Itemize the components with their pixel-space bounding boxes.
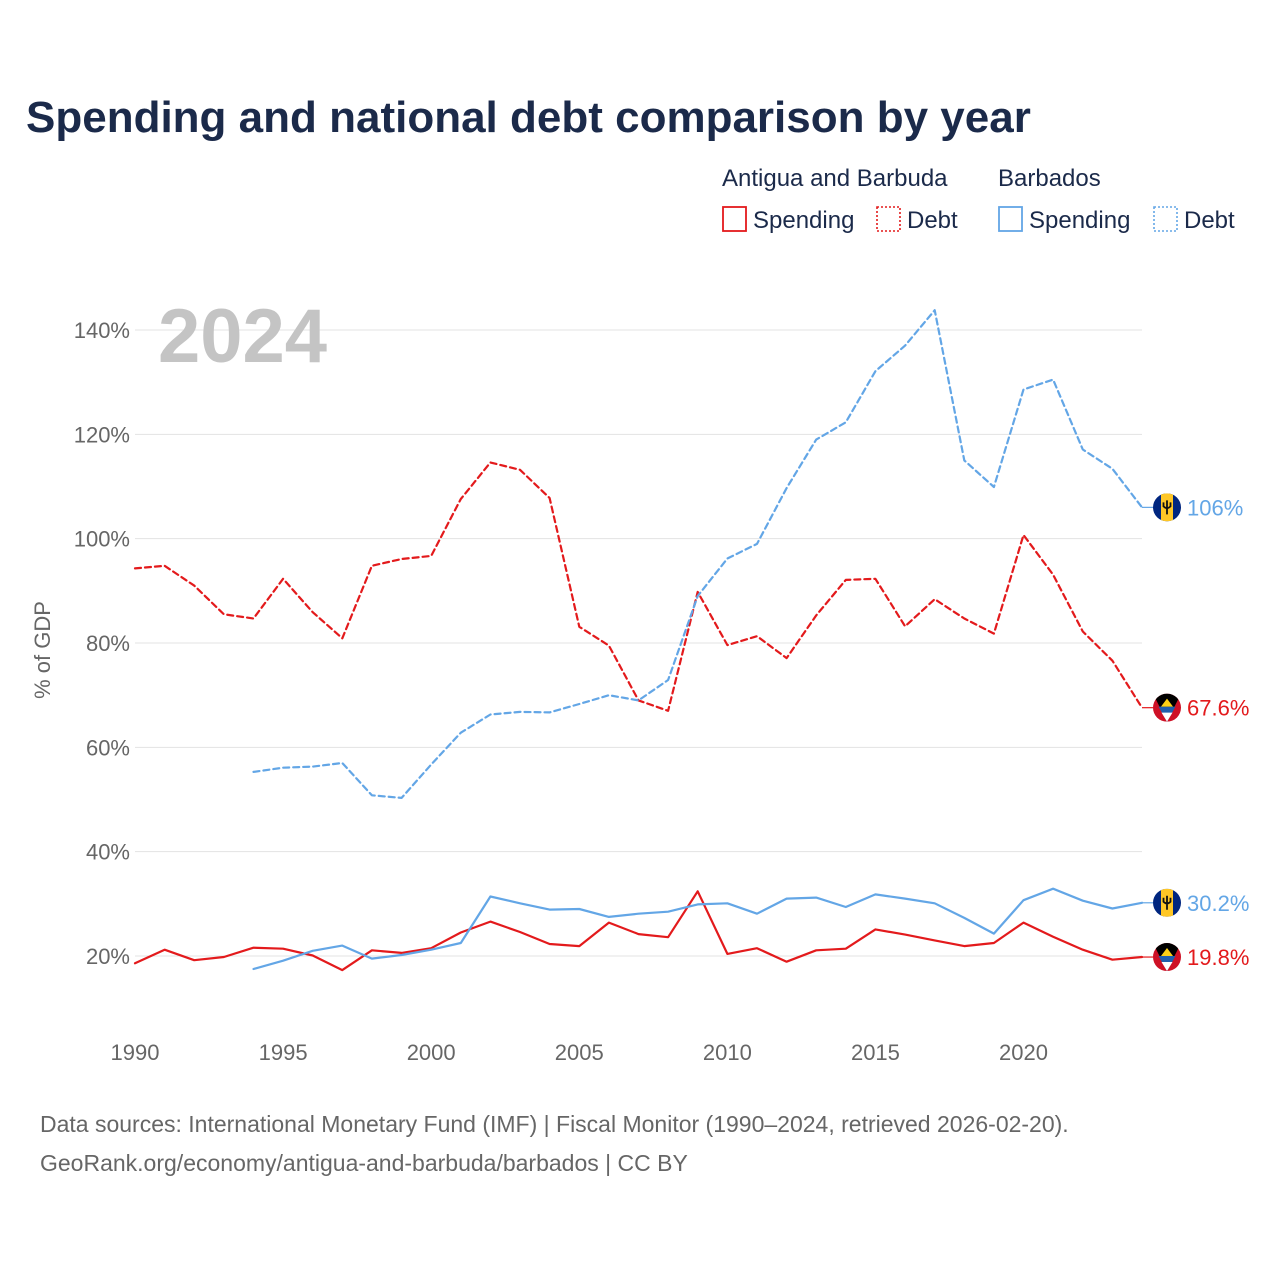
x-tick-label: 2005 <box>555 1040 604 1065</box>
antigua-debt-line <box>133 461 1144 712</box>
legend-label-debt: Debt <box>1184 207 1235 234</box>
legend-swatch-spending <box>998 206 1023 232</box>
y-axis-label: % of GDP <box>30 601 55 699</box>
y-tick-label: 80% <box>86 631 130 656</box>
antigua-flag-icon <box>1153 693 1181 722</box>
x-tick-label: 1995 <box>259 1040 308 1065</box>
end-value-label: 30.2% <box>1187 891 1249 916</box>
gridlines <box>135 329 1142 957</box>
barbados-debt-line <box>252 309 1144 800</box>
end-marker <box>1153 943 1181 972</box>
end-marker <box>1153 493 1181 522</box>
source-line-2: GeoRank.org/economy/antigua-and-barbuda/… <box>40 1150 688 1176</box>
legend-group-title: Barbados <box>998 165 1101 192</box>
legend-swatch-spending <box>722 206 747 232</box>
y-axis: 20% 40% 60% 80% 100% 120% 140% <box>74 318 130 969</box>
antigua-flag-icon <box>1153 943 1181 972</box>
end-marker <box>1153 888 1181 917</box>
legend-group-title: Antigua and Barbuda <box>722 165 948 192</box>
end-value-label: 106% <box>1187 495 1243 520</box>
end-labels: 67.6% 106% 19.8% 30.2% <box>1142 493 1249 972</box>
legend: Antigua and Barbuda Spending Debt Barbados S… <box>722 165 1235 234</box>
x-tick-label: 2015 <box>851 1040 900 1065</box>
legend-label-spending: Spending <box>753 207 854 234</box>
source-line-1: Data sources: International Monetary Fun… <box>40 1111 1069 1137</box>
x-tick-label: 2020 <box>999 1040 1048 1065</box>
year-watermark: 2024 <box>158 294 327 379</box>
x-tick-label: 2010 <box>703 1040 752 1065</box>
antigua-spending-line <box>133 890 1144 972</box>
y-tick-label: 120% <box>74 422 130 447</box>
x-tick-label: 2000 <box>407 1040 456 1065</box>
y-tick-label: 60% <box>86 735 130 760</box>
legend-label-spending: Spending <box>1029 207 1130 234</box>
barbados-spending-line <box>252 887 1144 971</box>
barbados-flag-icon <box>1153 493 1181 522</box>
legend-label-debt: Debt <box>907 207 958 234</box>
end-value-label: 19.8% <box>1187 945 1249 970</box>
y-tick-label: 20% <box>86 944 130 969</box>
y-tick-label: 100% <box>74 527 130 552</box>
legend-swatch-debt <box>876 206 901 232</box>
y-tick-label: 40% <box>86 840 130 865</box>
x-tick-label: 1990 <box>111 1040 160 1065</box>
barbados-flag-icon <box>1153 888 1181 917</box>
end-marker <box>1153 693 1181 722</box>
end-value-label: 67.6% <box>1187 696 1249 721</box>
chart-title: Spending and national debt comparison by… <box>26 93 1031 142</box>
x-axis: 1990 1995 2000 2005 2010 2015 2020 <box>111 1040 1048 1065</box>
series-lines <box>133 309 1144 972</box>
y-tick-label: 140% <box>74 318 130 343</box>
legend-swatch-debt <box>1153 206 1178 232</box>
